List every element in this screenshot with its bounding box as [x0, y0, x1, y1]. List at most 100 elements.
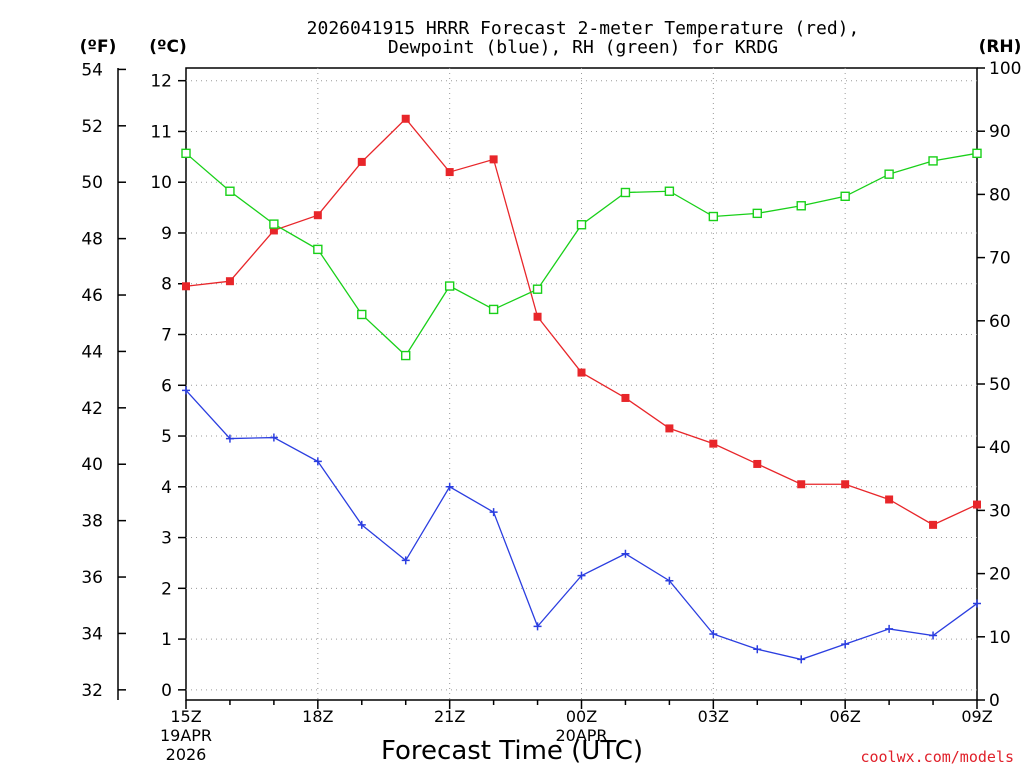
rh-point — [401, 350, 411, 361]
temperature-point — [621, 393, 630, 402]
dewpoint-point — [665, 576, 674, 585]
x-tick-label: 15Z — [170, 707, 201, 726]
dewpoint-point — [533, 622, 542, 631]
temperature-point — [885, 495, 894, 504]
celsius-tick-label: 5 — [161, 427, 172, 447]
rh-point — [181, 148, 191, 159]
rh-point — [928, 156, 938, 166]
temperature-point — [182, 282, 190, 291]
dewpoint-point — [401, 556, 410, 565]
celsius-tick-label: 1 — [161, 630, 172, 650]
temperature-point — [709, 439, 718, 448]
fahrenheit-tick-label: 38 — [81, 512, 103, 532]
dewpoint-point — [709, 630, 718, 639]
fahrenheit-tick-label: 50 — [81, 173, 103, 193]
rh-unit-label: (RH) — [979, 37, 1022, 57]
x-tick-label: 18Z — [302, 707, 333, 726]
celsius-tick-label: 12 — [150, 72, 172, 92]
celsius-tick-label: 0 — [161, 681, 172, 701]
dewpoint-point — [357, 520, 366, 529]
celsius-tick-label: 7 — [161, 326, 172, 346]
celsius-tick-label: 11 — [150, 122, 172, 142]
temperature-point — [401, 114, 410, 123]
temperature-point — [489, 155, 498, 164]
celsius-tick-label: 4 — [161, 478, 172, 498]
rh-tick-label: 40 — [989, 438, 1011, 458]
temperature-point — [973, 500, 981, 509]
fahrenheit-tick-label: 32 — [81, 681, 103, 701]
x-tick-label: 21Z — [434, 707, 465, 726]
dewpoint-point — [269, 433, 278, 442]
rh-point — [313, 244, 323, 255]
celsius-tick-label: 10 — [150, 173, 172, 193]
data-series — [181, 114, 982, 664]
temperature-point — [929, 520, 938, 529]
x-date-day-label: 19APR — [160, 726, 212, 745]
dewpoint-point — [753, 645, 762, 654]
rh-point — [972, 148, 982, 159]
rh-tick-label: 20 — [989, 565, 1011, 585]
rh-point — [532, 284, 543, 294]
celsius-tick-label: 9 — [161, 224, 172, 244]
grid-lines — [186, 68, 977, 700]
temperature-point — [313, 211, 322, 220]
rh-point — [664, 186, 675, 196]
celsius-unit-label: (ºC) — [149, 37, 187, 57]
temperature-point — [269, 226, 278, 235]
x-date-year-label: 2026 — [166, 745, 207, 764]
fahrenheit-tick-label: 36 — [81, 568, 103, 588]
temperature-point — [753, 459, 762, 468]
temperature-point — [665, 424, 674, 433]
fahrenheit-tick-label: 48 — [81, 230, 103, 250]
celsius-tick-label: 6 — [161, 376, 172, 396]
fahrenheit-unit-label: (ºF) — [80, 37, 117, 57]
dewpoint-point — [182, 386, 190, 395]
dewpoint-line — [185, 389, 978, 661]
temperature-point — [841, 480, 850, 489]
rh-tick-label: 60 — [989, 312, 1011, 332]
fahrenheit-tick-label: 40 — [81, 455, 103, 475]
rh-point — [225, 186, 235, 196]
axis-ticks: 0123456789101112323436384042444648505254… — [81, 59, 1021, 764]
rh-point — [488, 304, 499, 315]
temperature-point — [357, 157, 366, 166]
dewpoint-point — [841, 640, 850, 649]
rh-point — [840, 191, 850, 201]
rh-tick-label: 70 — [989, 249, 1011, 269]
temperature-point — [445, 168, 454, 177]
rh-point — [357, 309, 367, 320]
celsius-tick-label: 2 — [161, 579, 172, 599]
rh-tick-label: 0 — [989, 691, 1000, 711]
rh-point — [796, 201, 806, 211]
temperature-point — [797, 480, 806, 489]
x-tick-label: 00Z — [566, 707, 597, 726]
dewpoint-point — [445, 482, 454, 491]
x-tick-label: 03Z — [698, 707, 729, 726]
fahrenheit-tick-label: 52 — [81, 117, 103, 137]
temperature-point — [225, 277, 234, 286]
rh-point — [884, 169, 894, 179]
temperature-point — [577, 368, 586, 377]
rh-point — [576, 220, 587, 230]
celsius-tick-label: 8 — [161, 275, 172, 295]
rh-point — [444, 281, 455, 291]
dewpoint-point — [973, 599, 981, 608]
x-tick-label: 09Z — [961, 707, 992, 726]
x-axis-title: Forecast Time (UTC) — [381, 736, 643, 766]
rh-point — [708, 211, 719, 222]
rh-tick-label: 30 — [989, 501, 1011, 521]
fahrenheit-tick-label: 46 — [81, 286, 103, 306]
rh-tick-label: 90 — [989, 122, 1011, 142]
dewpoint-point — [225, 434, 234, 443]
celsius-tick-label: 3 — [161, 529, 172, 549]
dewpoint-point — [577, 571, 586, 580]
rh-tick-label: 100 — [989, 59, 1021, 79]
fahrenheit-tick-label: 44 — [81, 342, 103, 362]
x-tick-label: 06Z — [830, 707, 861, 726]
watermark-text: coolwx.com/models — [860, 748, 1014, 766]
rh-point — [620, 187, 631, 198]
temperature-point — [533, 312, 542, 321]
dewpoint-point — [313, 457, 322, 466]
dewpoint-point — [489, 508, 498, 517]
